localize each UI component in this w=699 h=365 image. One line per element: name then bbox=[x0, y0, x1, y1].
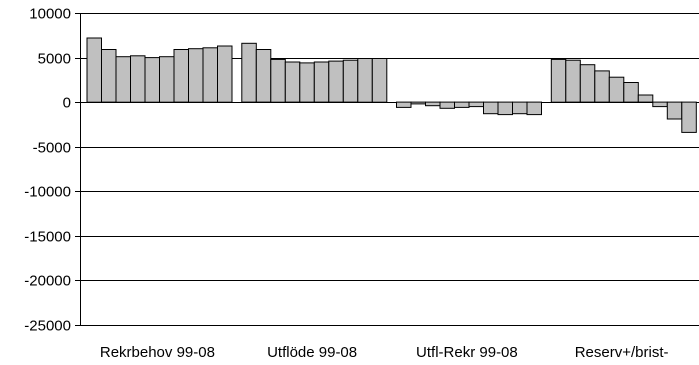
bar bbox=[255, 49, 272, 103]
bar bbox=[202, 47, 218, 103]
bar bbox=[241, 42, 257, 103]
bar bbox=[371, 58, 388, 103]
y-tick-label: -20000 bbox=[24, 273, 71, 290]
y-tick-label: -10000 bbox=[24, 184, 71, 201]
bar bbox=[623, 82, 639, 103]
bar bbox=[550, 58, 567, 103]
bar bbox=[299, 62, 315, 103]
bar bbox=[565, 59, 581, 103]
bar bbox=[594, 70, 610, 103]
category-label: Rekrbehov 99-08 bbox=[100, 344, 215, 361]
bars bbox=[86, 37, 697, 133]
y-tick-label: 10000 bbox=[29, 6, 71, 23]
bar bbox=[115, 56, 131, 103]
category-label: Reserv+/brist- bbox=[575, 344, 669, 361]
bar bbox=[357, 58, 373, 103]
bar bbox=[86, 37, 102, 103]
bar bbox=[342, 59, 359, 103]
bar bbox=[666, 101, 683, 120]
y-tick-labels: 10000 5000 0 -5000 -10000 -15000 -20000 -25000 bbox=[24, 6, 71, 335]
bar bbox=[497, 101, 513, 116]
bar bbox=[608, 76, 625, 103]
bar bbox=[396, 101, 412, 108]
bar bbox=[217, 45, 233, 103]
y-tick-label: -15000 bbox=[24, 229, 71, 246]
bar bbox=[101, 49, 117, 103]
bar bbox=[159, 56, 175, 103]
bar bbox=[188, 48, 204, 103]
bar bbox=[284, 61, 301, 103]
bar bbox=[483, 101, 499, 115]
y-tick-label: 5000 bbox=[38, 51, 71, 68]
bar bbox=[468, 101, 484, 108]
bar bbox=[637, 94, 654, 103]
bar bbox=[173, 49, 189, 103]
bar bbox=[579, 64, 596, 103]
y-tick-label: -25000 bbox=[24, 318, 71, 335]
category-labels: Rekrbehov 99-08 Utflöde 99-08 Utfl-Rekr 99… bbox=[100, 344, 669, 361]
bar bbox=[144, 57, 160, 103]
bar bbox=[512, 101, 528, 115]
category-label: Utflöde 99-08 bbox=[267, 344, 357, 361]
bar bbox=[270, 58, 286, 103]
bar bbox=[652, 101, 668, 108]
bar bbox=[526, 101, 542, 116]
y-tick-label: 0 bbox=[63, 95, 71, 112]
bar bbox=[313, 61, 330, 103]
bar bbox=[328, 60, 344, 103]
category-label: Utfl-Rekr 99-08 bbox=[416, 344, 518, 361]
bar bbox=[410, 101, 426, 105]
bar bbox=[454, 101, 470, 108]
bar bbox=[130, 55, 146, 103]
bar bbox=[439, 101, 455, 109]
bar bbox=[681, 101, 697, 133]
axes bbox=[75, 13, 81, 326]
y-tick-label: -5000 bbox=[33, 140, 71, 157]
bar bbox=[425, 101, 441, 107]
